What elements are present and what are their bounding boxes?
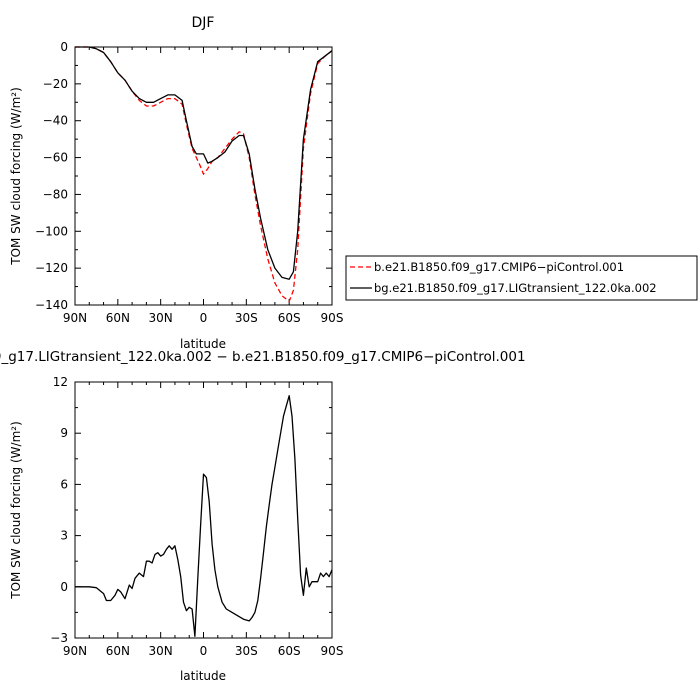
xtick-label-bottom-0: 90N [63, 644, 87, 658]
ylabel-bottom: TOM SW cloud forcing (W/m²) [9, 421, 23, 600]
ytick-label-bottom-1: 9 [60, 426, 68, 440]
axis-ticks-top: 90N 60N 30N 0 30S 60S 90S 0 −20 −40 −60 −80 −100 −120… [35, 40, 343, 325]
xtick-label-top-5: 60S [278, 311, 301, 325]
xtick-label-top-0: 90N [63, 311, 87, 325]
xlabel-top: latitude [180, 337, 226, 351]
title-bottom: bg.e21.B1850.f09_g17.LIGtransient_122.0k… [0, 349, 526, 365]
xtick-label-bottom-4: 30S [235, 644, 258, 658]
series-line-bottom-0 [75, 395, 333, 637]
ytick-label-top-3: −60 [43, 151, 68, 165]
ytick-label-bottom-3: 3 [60, 529, 68, 543]
xlabel-bottom: latitude [180, 669, 226, 683]
xtick-label-bottom-1: 60N [106, 644, 130, 658]
xtick-label-bottom-3: 0 [200, 644, 208, 658]
panel-top: DJF 90N 60N 30N 0 30S 60S 90S 0 −20 −40 −60 −80 −100… [9, 15, 343, 351]
plot-frame-bottom [74, 381, 333, 639]
ytick-label-bottom-5: −3 [50, 631, 68, 645]
ytick-label-bottom-4: 0 [60, 580, 68, 594]
ytick-label-top-0: 0 [60, 40, 68, 54]
ytick-label-top-2: −40 [43, 114, 68, 128]
ytick-label-top-6: −120 [35, 261, 68, 275]
legend-label-1: bg.e21.B1850.f09_g17.LIGtransient_122.0k… [374, 281, 657, 295]
legend-box [345, 255, 698, 301]
xtick-label-top-1: 60N [106, 311, 130, 325]
ytick-label-top-1: −20 [43, 77, 68, 91]
xtick-label-top-3: 0 [200, 311, 208, 325]
ytick-label-bottom-2: 6 [60, 477, 68, 491]
axis-ticks-bottom: 90N 60N 30N 0 30S 60S 90S 12 9 6 3 0 −3 [50, 375, 343, 658]
xtick-label-bottom-5: 60S [278, 644, 301, 658]
xtick-label-bottom-2: 30N [149, 644, 173, 658]
series-group-top [75, 46, 333, 302]
ytick-label-top-7: −140 [35, 298, 68, 312]
xtick-label-top-4: 30S [235, 311, 258, 325]
legend: b.e21.B1850.f09_g17.CMIP6−piControl.001 … [345, 255, 698, 301]
legend-label-0: b.e21.B1850.f09_g17.CMIP6−piControl.001 [374, 260, 624, 274]
ylabel-top: TOM SW cloud forcing (W/m²) [9, 87, 23, 266]
panel-bottom: bg.e21.B1850.f09_g17.LIGtransient_122.0k… [0, 349, 526, 683]
series-line-top-1 [75, 46, 333, 280]
series-group-bottom [75, 395, 333, 637]
ytick-label-bottom-0: 12 [53, 375, 68, 389]
ytick-label-top-4: −80 [43, 187, 68, 201]
ytick-label-top-5: −100 [35, 224, 68, 238]
xtick-label-bottom-6: 90S [321, 644, 344, 658]
xtick-label-top-2: 30N [149, 311, 173, 325]
xtick-label-top-6: 90S [321, 311, 344, 325]
title-top: DJF [192, 15, 215, 31]
series-line-top-0 [75, 46, 333, 302]
